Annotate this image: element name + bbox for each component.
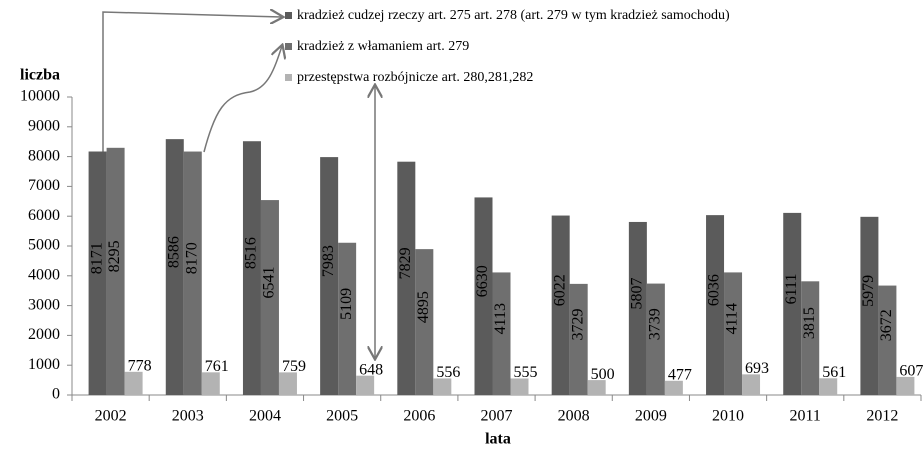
x-tick-label: 2010 bbox=[712, 408, 744, 425]
data-label: 5807 bbox=[629, 277, 646, 309]
y-tick-label: 0 bbox=[52, 386, 60, 403]
y-tick-label: 2000 bbox=[28, 326, 60, 343]
bar bbox=[165, 139, 184, 395]
data-label: 555 bbox=[514, 364, 538, 381]
data-label: 6630 bbox=[474, 265, 491, 297]
x-tick-label: 2006 bbox=[403, 408, 435, 425]
y-tick-label: 4000 bbox=[28, 266, 60, 283]
data-label: 3729 bbox=[569, 308, 586, 340]
y-tick-label: 5000 bbox=[28, 237, 60, 254]
bar bbox=[569, 283, 588, 395]
bar bbox=[878, 285, 897, 395]
bar bbox=[819, 378, 838, 395]
data-label: 8295 bbox=[106, 240, 123, 272]
data-label: 6022 bbox=[551, 274, 568, 306]
bar bbox=[706, 215, 725, 395]
data-label: 477 bbox=[668, 366, 692, 383]
data-label: 8171 bbox=[88, 242, 105, 274]
legend-swatch bbox=[285, 74, 292, 81]
x-axis-label: lata bbox=[485, 431, 511, 448]
bar bbox=[106, 147, 125, 395]
data-label: 759 bbox=[282, 358, 306, 375]
bar bbox=[628, 221, 647, 395]
bar bbox=[242, 141, 261, 395]
legend-label: kradzież cudzej rzeczy art. 275 art. 278… bbox=[297, 8, 730, 23]
bar bbox=[320, 157, 339, 395]
bar bbox=[338, 242, 357, 395]
y-tick-label: 7000 bbox=[28, 177, 60, 194]
bar bbox=[356, 375, 375, 395]
x-tick-label: 2012 bbox=[866, 408, 898, 425]
x-tick-label: 2008 bbox=[558, 408, 590, 425]
data-label: 500 bbox=[591, 366, 615, 383]
bar bbox=[801, 281, 820, 395]
bar bbox=[201, 372, 220, 395]
bar bbox=[124, 371, 143, 395]
bar bbox=[474, 197, 493, 395]
data-label: 561 bbox=[822, 364, 846, 381]
data-label: 607 bbox=[899, 363, 923, 380]
y-tick-label: 10000 bbox=[20, 88, 60, 105]
y-tick-label: 3000 bbox=[28, 296, 60, 313]
bar bbox=[646, 283, 665, 395]
bar bbox=[433, 378, 452, 395]
bar bbox=[492, 272, 511, 395]
x-tick-label: 2009 bbox=[635, 408, 667, 425]
bar bbox=[742, 374, 761, 395]
bar bbox=[88, 151, 107, 395]
legend-swatch bbox=[285, 43, 292, 50]
bar bbox=[860, 216, 879, 395]
bar bbox=[664, 380, 683, 395]
data-label: 693 bbox=[745, 360, 769, 377]
bar bbox=[724, 272, 743, 395]
bar bbox=[415, 249, 434, 395]
legend-label: kradzież z włamaniem art. 279 bbox=[297, 39, 469, 54]
bar bbox=[260, 200, 279, 395]
data-label: 4895 bbox=[415, 291, 432, 323]
y-tick-label: 6000 bbox=[28, 207, 60, 224]
data-label: 7829 bbox=[397, 247, 414, 279]
data-label: 5979 bbox=[860, 275, 877, 307]
bar bbox=[783, 212, 802, 395]
data-label: 648 bbox=[359, 361, 383, 378]
bar bbox=[551, 215, 570, 395]
x-tick-label: 2002 bbox=[95, 408, 127, 425]
x-tick-label: 2011 bbox=[790, 408, 821, 425]
x-tick-label: 2004 bbox=[249, 408, 281, 425]
arrows bbox=[102, 12, 375, 358]
data-label: 5109 bbox=[338, 288, 355, 320]
y-tick-label: 1000 bbox=[28, 356, 60, 373]
bar bbox=[510, 378, 529, 395]
data-label: 6111 bbox=[783, 274, 800, 305]
data-label: 3815 bbox=[801, 307, 818, 339]
data-label: 6541 bbox=[261, 267, 278, 299]
data-label: 8170 bbox=[183, 242, 200, 274]
bar bbox=[397, 161, 416, 395]
x-tick-label: 2005 bbox=[326, 408, 358, 425]
bar bbox=[587, 380, 606, 395]
data-label: 761 bbox=[205, 358, 229, 375]
data-label: 6036 bbox=[706, 274, 723, 306]
y-tick-label: 8000 bbox=[28, 147, 60, 164]
y-axis-label: liczba bbox=[20, 67, 60, 84]
x-tick-label: 2003 bbox=[172, 408, 204, 425]
legend-swatch bbox=[285, 12, 292, 19]
bar bbox=[278, 372, 297, 395]
bar bbox=[896, 376, 915, 395]
data-label: 7983 bbox=[320, 245, 337, 277]
data-label: 3739 bbox=[647, 308, 664, 340]
legend-label: przestępstwa rozbójnicze art. 280,281,28… bbox=[297, 70, 533, 85]
data-label: 778 bbox=[128, 357, 152, 374]
data-label: 4114 bbox=[724, 303, 741, 334]
data-label: 556 bbox=[436, 364, 460, 381]
data-label: 8586 bbox=[165, 236, 182, 268]
data-label: 4113 bbox=[492, 303, 509, 334]
data-label: 8516 bbox=[243, 237, 260, 269]
bar bbox=[183, 151, 202, 395]
data-label: 3672 bbox=[878, 309, 895, 341]
y-tick-label: 9000 bbox=[28, 117, 60, 134]
x-tick-label: 2007 bbox=[481, 408, 513, 425]
